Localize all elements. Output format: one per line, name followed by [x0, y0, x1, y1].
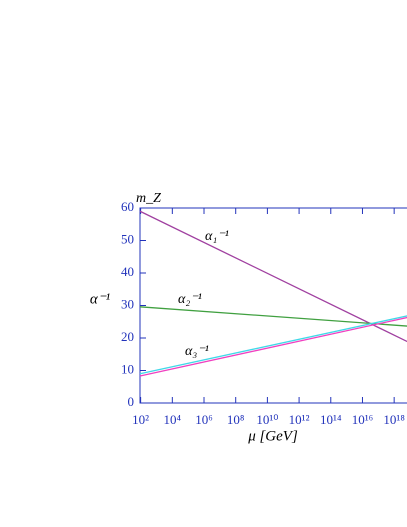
x-tick-label: 10¹⁶ — [352, 412, 373, 427]
series-label: α₃⁻¹ — [185, 344, 209, 359]
x-tick-label: 10¹² — [289, 412, 310, 427]
x-tick-label: 10⁸ — [227, 412, 245, 427]
series-line — [139, 315, 407, 375]
series-line — [139, 316, 407, 377]
series-label: α₁⁻¹ — [205, 229, 229, 244]
x-tick-label: 10¹⁴ — [320, 412, 342, 427]
series-line — [139, 210, 407, 343]
x-tick-label: 10² — [132, 412, 149, 427]
y-tick-label: 60 — [121, 199, 134, 214]
annotation: m_Z — [136, 191, 161, 206]
y-tick-label: 10 — [121, 361, 134, 376]
x-axis-label: μ [GeV] — [247, 428, 298, 444]
series-label: α₂⁻¹ — [178, 292, 202, 307]
y-tick-label: 50 — [121, 231, 134, 246]
y-tick-label: 30 — [121, 296, 134, 311]
series-line — [139, 306, 407, 327]
y-tick-label: 40 — [121, 264, 134, 279]
y-axis-label: α⁻¹ — [90, 291, 111, 307]
x-tick-label: 10¹⁸ — [383, 412, 405, 427]
y-tick-label: 20 — [121, 329, 134, 344]
x-tick-label: 10¹⁰ — [256, 412, 278, 427]
y-tick-label: 0 — [128, 394, 135, 409]
x-tick-label: 10⁶ — [195, 412, 213, 427]
x-tick-label: 10⁴ — [164, 412, 182, 427]
